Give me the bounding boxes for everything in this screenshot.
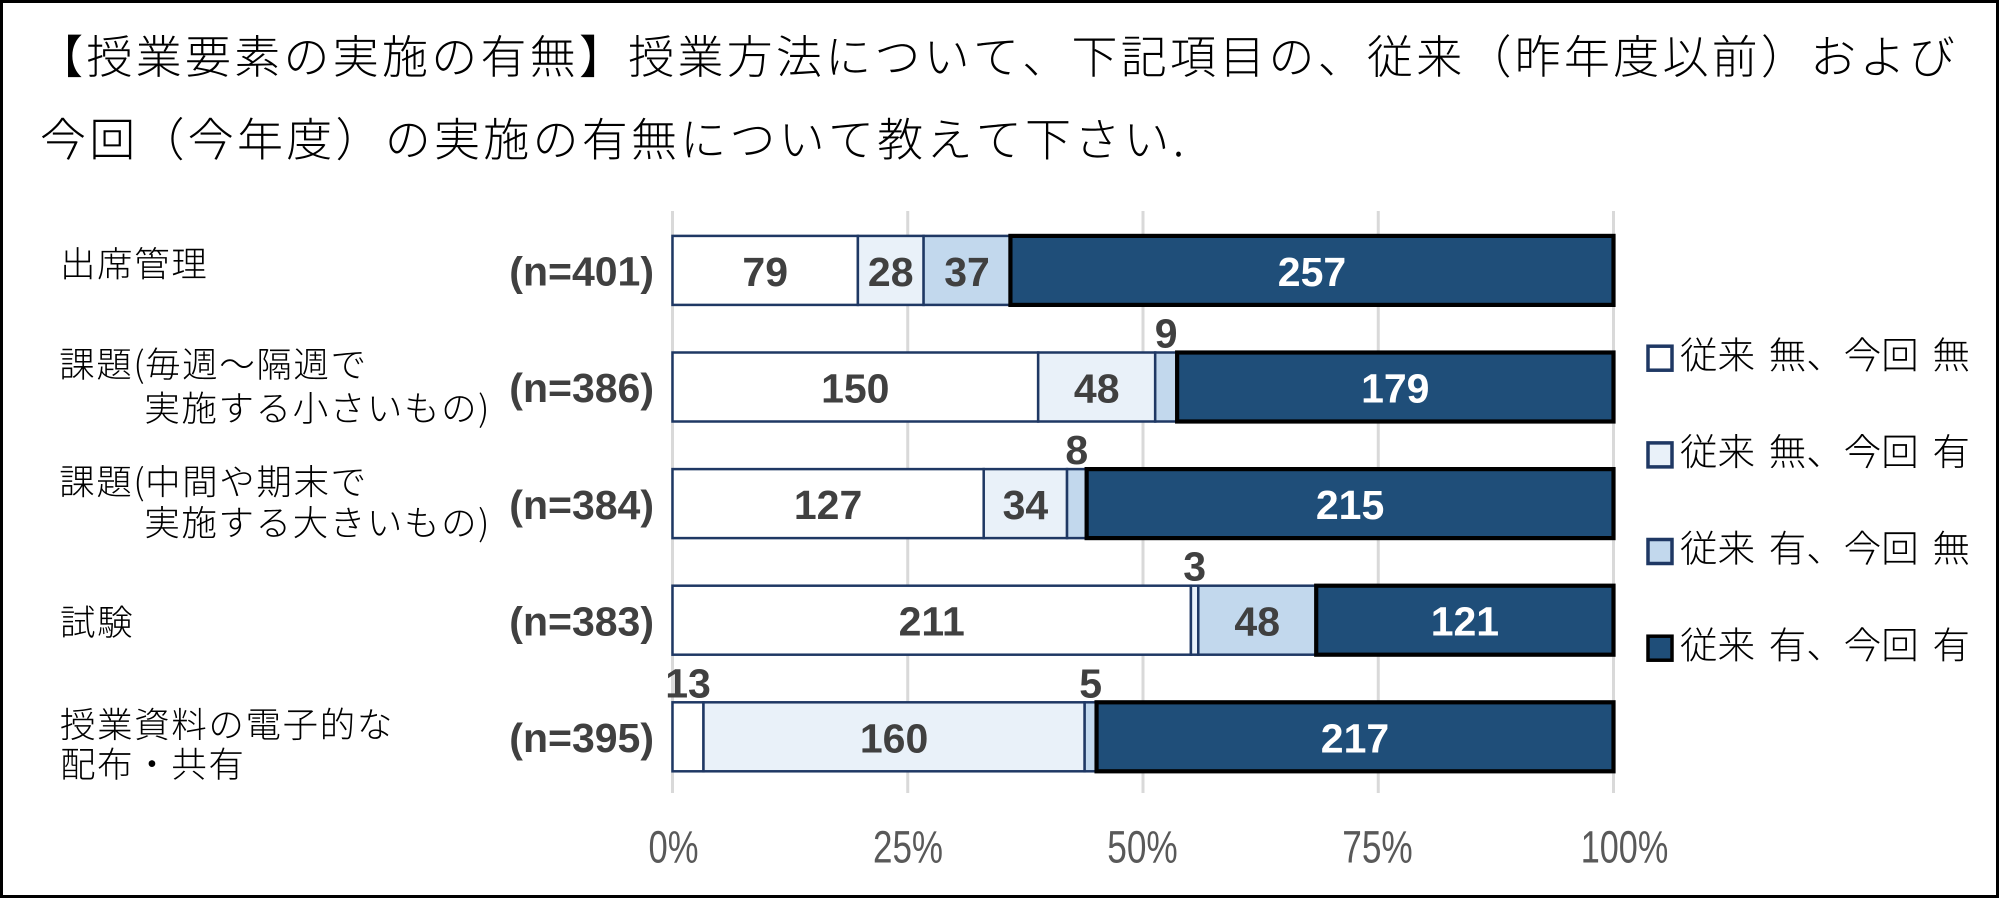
svg-text:211: 211 [899, 599, 965, 645]
svg-text:5: 5 [1079, 660, 1102, 706]
svg-text:(n=401): (n=401) [509, 249, 654, 295]
svg-text:160: 160 [860, 715, 928, 761]
svg-text:(n=395): (n=395) [509, 715, 654, 761]
svg-text:34: 34 [1003, 482, 1049, 528]
svg-text:50%: 50% [1107, 822, 1178, 873]
svg-text:100%: 100% [1581, 822, 1669, 873]
svg-text:37: 37 [944, 249, 990, 295]
svg-text:48: 48 [1234, 599, 1280, 645]
svg-text:79: 79 [742, 249, 788, 295]
svg-text:(n=384): (n=384) [509, 482, 654, 528]
svg-text:217: 217 [1321, 715, 1389, 761]
svg-text:121: 121 [1431, 599, 1499, 645]
svg-text:179: 179 [1361, 366, 1429, 412]
svg-text:9: 9 [1155, 311, 1178, 357]
svg-text:215: 215 [1316, 482, 1384, 528]
svg-text:(n=383): (n=383) [509, 598, 654, 644]
svg-text:0%: 0% [649, 822, 699, 873]
svg-text:127: 127 [794, 482, 862, 528]
svg-text:8: 8 [1065, 427, 1088, 473]
svg-text:13: 13 [665, 660, 711, 706]
svg-text:75%: 75% [1342, 822, 1413, 873]
svg-text:48: 48 [1074, 366, 1120, 412]
svg-text:(n=386): (n=386) [509, 365, 654, 411]
svg-text:150: 150 [821, 366, 889, 412]
svg-text:28: 28 [868, 249, 914, 295]
svg-text:3: 3 [1183, 544, 1206, 590]
svg-text:257: 257 [1278, 249, 1346, 295]
svg-text:25%: 25% [873, 822, 943, 873]
